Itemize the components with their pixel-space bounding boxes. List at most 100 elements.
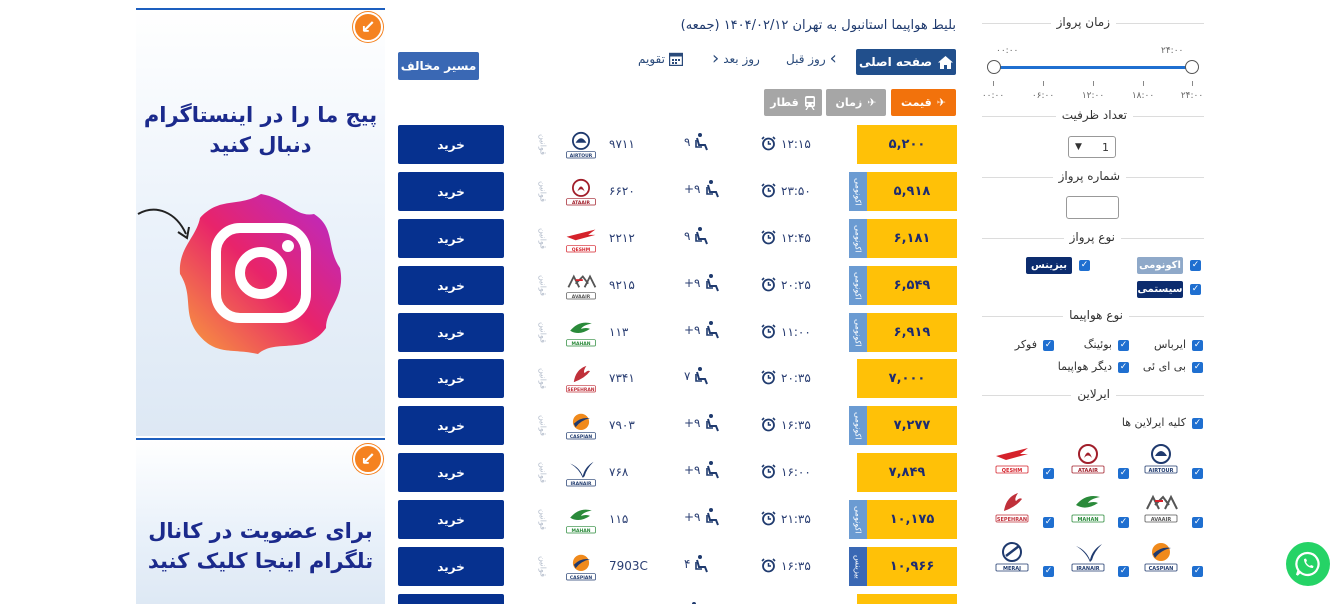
telegram-ad-line2: تلگرام اینجا کلیک کنید: [147, 549, 374, 573]
airline-code-text: CASPIAN: [570, 434, 592, 440]
whatsapp-button[interactable]: [1286, 542, 1330, 586]
capacity: ۹: [684, 133, 709, 151]
rules-link[interactable]: قوانین: [538, 228, 548, 249]
price: ۶,۵۴۹: [867, 266, 957, 305]
airline-filter-checkbox[interactable]: ✓: [1043, 468, 1054, 479]
other-aircraft-checkbox[interactable]: ✓: [1118, 362, 1129, 373]
buy-button[interactable]: خرید: [398, 313, 504, 352]
airline-logo: ATAAIR: [563, 174, 599, 209]
flight-number: ۷۹۰۳: [609, 418, 635, 432]
airline-filter-checkbox[interactable]: ✓: [1192, 517, 1203, 528]
capacity-select[interactable]: ▼ 1: [1068, 136, 1116, 158]
flight-number: ۹۲۱۵: [609, 278, 635, 292]
rules-link[interactable]: قوانین: [538, 462, 548, 483]
sort-time-button[interactable]: زمان ✈: [826, 89, 886, 116]
rules-link[interactable]: قوانین: [538, 368, 548, 389]
airline-logo: [563, 596, 599, 604]
airline-filter-checkbox[interactable]: ✓: [1118, 517, 1129, 528]
capacity: +۹: [684, 461, 719, 479]
arrow-down-left-icon: ↙: [353, 12, 383, 42]
airline-filter-logo: MERAJ: [992, 538, 1032, 574]
economy-checkbox[interactable]: ✓: [1190, 260, 1201, 271]
home-button[interactable]: صفحه اصلی: [856, 49, 956, 75]
airline-code-text: SEPEHRAN: [567, 387, 594, 393]
home-icon: [938, 55, 954, 69]
time-value: ۱۶:۳۵: [781, 417, 811, 432]
airline-filter-logo: CASPIAN: [1141, 538, 1181, 574]
airbus-checkbox[interactable]: ✓: [1192, 340, 1203, 351]
alarm-clock-icon: [761, 136, 776, 151]
boeing-checkbox[interactable]: ✓: [1118, 340, 1129, 351]
system-checkbox[interactable]: ✓: [1190, 284, 1201, 295]
reverse-route-button[interactable]: مسیر مخالف: [398, 52, 479, 80]
calendar-link[interactable]: تقویم: [638, 52, 683, 66]
airline-filter-logo: SEPEHRAN: [992, 489, 1032, 525]
buy-button[interactable]: خرید: [398, 359, 504, 398]
seat-icon: [705, 180, 719, 198]
rules-link[interactable]: قوانین: [538, 322, 548, 343]
airline-code-text: IRANAIR: [570, 481, 592, 487]
airline-logo: SEPEHRAN: [563, 361, 599, 396]
airline-logo: IRANAIR: [563, 455, 599, 490]
buy-button[interactable]: خرید: [398, 500, 504, 539]
airline-filter-checkbox[interactable]: ✓: [1043, 566, 1054, 577]
flight-number: ۶۶۲۰: [609, 184, 635, 198]
rules-link[interactable]: قوانین: [538, 275, 548, 296]
telegram-ad-banner[interactable]: ↙ برای عضویت در کانال تلگرام اینجا کلیک …: [136, 438, 385, 604]
flight-row: خرید قوانین CASPIAN 7903C ۴ ۱۶:۳۵ بیزینس ۱۰,۹۶۶: [398, 547, 957, 586]
flight-number-input[interactable]: [1066, 196, 1119, 219]
capacity: +۹: [684, 180, 719, 198]
next-day-link[interactable]: روز بعد ›: [712, 50, 760, 68]
rules-link[interactable]: قوانین: [538, 509, 548, 530]
airline-filter-checkbox[interactable]: ✓: [1118, 468, 1129, 479]
alarm-clock-icon: [761, 230, 776, 245]
flight-number: 7903C: [609, 559, 648, 573]
time-range-track[interactable]: [993, 66, 1192, 69]
time-slider-min-handle[interactable]: [987, 60, 1001, 74]
airline-code-text: AIRTOUR: [570, 153, 593, 159]
buy-button[interactable]: خرید: [398, 453, 504, 492]
instagram-ad-banner[interactable]: ↙ پیج ما را در اینستاگرام دنبال کنید: [136, 8, 385, 436]
airline-filter-checkbox[interactable]: ✓: [1118, 566, 1129, 577]
flight-row: خرید قوانین IRANAIR ۷۶۸ +۹ ۱۶:۰۰ ۷,۸۴۹: [398, 453, 957, 492]
prev-day-link[interactable]: روز قبل ‹: [786, 50, 837, 68]
buy-button[interactable]: خرید: [398, 547, 504, 586]
all-airlines-checkbox[interactable]: ✓: [1192, 418, 1203, 429]
buy-button[interactable]: خرید: [398, 172, 504, 211]
alarm-clock-icon: [761, 370, 776, 385]
airline-filter-checkbox[interactable]: ✓: [1192, 468, 1203, 479]
airline-filter-logo: ATAAIR: [1068, 440, 1108, 476]
flight-row: خرید قوانین AIRTOUR ۹۷۱۱ ۹ ۱۲:۱۵ ۵,۲۰۰: [398, 125, 957, 164]
home-button-label: صفحه اصلی: [858, 55, 933, 69]
departure-time: ۱۱:۰۰: [761, 324, 811, 339]
buy-button[interactable]: خرید: [398, 219, 504, 258]
airline-filter-checkbox[interactable]: ✓: [1192, 566, 1203, 577]
buy-button[interactable]: خرید: [398, 125, 504, 164]
rules-link[interactable]: [536, 596, 550, 604]
fokker-checkbox[interactable]: ✓: [1043, 340, 1054, 351]
bae-checkbox[interactable]: ✓: [1192, 362, 1203, 373]
rules-link[interactable]: قوانین: [538, 134, 548, 155]
price: ۶,۱۸۱: [867, 219, 957, 258]
alarm-clock-icon: [761, 511, 776, 526]
sort-price-button[interactable]: قیمت ✈: [891, 89, 956, 116]
airline-logo: MAHAN: [563, 315, 599, 350]
rules-link[interactable]: قوانین: [538, 181, 548, 202]
rules-link[interactable]: قوانین: [538, 556, 548, 577]
buy-button[interactable]: [398, 594, 504, 604]
train-label: قطار: [770, 96, 799, 109]
time-slider-max-handle[interactable]: [1185, 60, 1199, 74]
alarm-clock-icon: [761, 277, 776, 292]
train-button[interactable]: قطار: [764, 89, 822, 116]
rules-link[interactable]: قوانین: [538, 415, 548, 436]
instagram-logo-icon: [179, 194, 342, 354]
fokker-label: فوکر: [1014, 338, 1037, 351]
airline-filter-logo: AIRTOUR: [1141, 440, 1181, 476]
alarm-clock-icon: [761, 183, 776, 198]
airline-filter-checkbox[interactable]: ✓: [1043, 517, 1054, 528]
airbus-label: ایرباس: [1153, 338, 1186, 351]
buy-button[interactable]: خرید: [398, 266, 504, 305]
buy-button[interactable]: خرید: [398, 406, 504, 445]
whatsapp-icon: [1295, 551, 1320, 577]
business-checkbox[interactable]: ✓: [1079, 260, 1090, 271]
